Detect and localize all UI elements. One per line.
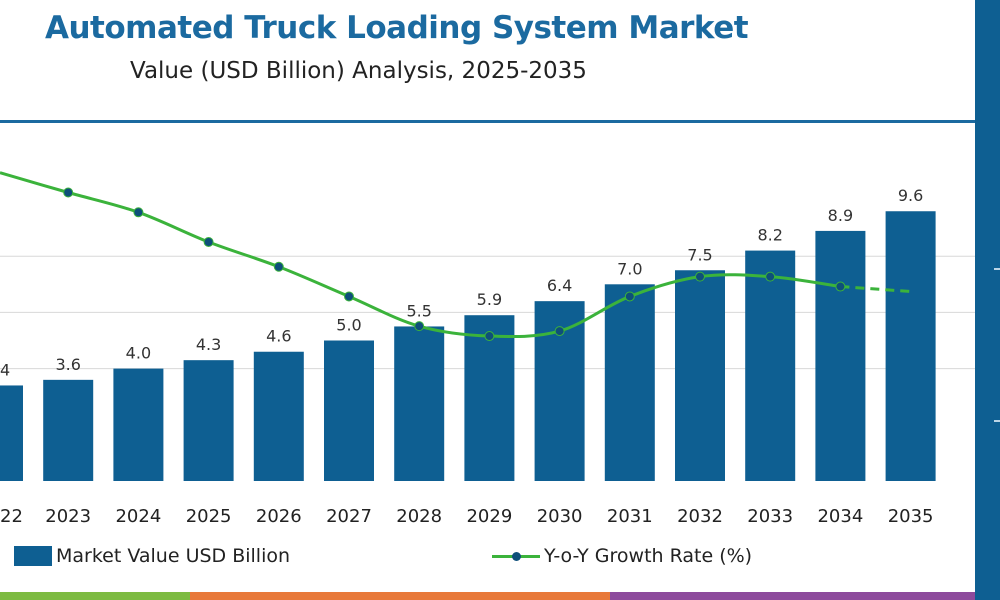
- x-tick-label: 2033: [747, 506, 793, 527]
- bar: [464, 315, 515, 481]
- growth-rate-point: [273, 261, 284, 272]
- bar: [675, 270, 725, 481]
- x-tick-label: 2035: [888, 506, 934, 527]
- bar: [43, 379, 94, 481]
- bar: [885, 211, 936, 482]
- x-tick-label: 2026: [256, 506, 302, 527]
- legend-item-market-value: Market Value USD Billion: [14, 543, 290, 569]
- x-tick-label: 22: [0, 506, 23, 527]
- bar-value-label: 8.2: [757, 226, 782, 245]
- bar-value-label: 5.0: [336, 316, 361, 335]
- growth-rate-point: [624, 291, 635, 302]
- growth-rate-point: [835, 281, 846, 292]
- x-tick-label: 2034: [817, 506, 863, 527]
- side-band-tick: [994, 420, 1000, 422]
- x-tick-label: 2025: [186, 506, 232, 527]
- bar: [394, 326, 445, 481]
- x-tick-label: 2024: [115, 506, 161, 527]
- x-tick-label: 2029: [466, 506, 512, 527]
- growth-rate-point: [484, 331, 495, 342]
- bar-value-label: 4.0: [126, 344, 151, 363]
- legend-item-growth-rate: Y-o-Y Growth Rate (%): [492, 543, 752, 569]
- chart-subtitle: Value (USD Billion) Analysis, 2025-2035: [130, 58, 587, 84]
- growth-rate-point: [765, 271, 776, 282]
- bar-value-label: 5.5: [406, 301, 431, 320]
- bar: [113, 368, 164, 481]
- chart-plot: 4 3.6 4.0 4.3 4.6 5.0 5.5 5.9 6.4 7.0 7.5 8.2 8.9 9.6…: [0, 171, 975, 527]
- bar-value-label: 9.6: [898, 186, 923, 205]
- legend-label-growth-rate: Y-o-Y Growth Rate (%): [544, 545, 753, 567]
- growth-rate-point: [554, 326, 565, 337]
- bar: [0, 385, 23, 481]
- growth-rate-point: [344, 291, 354, 302]
- growth-rate-point: [133, 207, 144, 218]
- legend-swatch-line: [492, 546, 540, 566]
- bar-value-label: 8.9: [828, 206, 853, 225]
- bar-value-label: 4.6: [266, 327, 291, 346]
- x-tick-label: 2027: [326, 506, 372, 527]
- legend-label-market-value: Market Value USD Billion: [56, 545, 291, 567]
- growth-rate-point: [414, 321, 425, 332]
- bar-value-label: 7.0: [617, 259, 642, 278]
- bar: [324, 340, 374, 481]
- legend-swatch-bar: [14, 546, 52, 566]
- x-tick-label: 2030: [537, 506, 583, 527]
- x-tick-label: 2028: [396, 506, 442, 527]
- decorative-side-band: [975, 0, 1000, 600]
- bar-value-label: 4.3: [196, 335, 221, 354]
- bottom-stripe-orange: [190, 592, 610, 600]
- x-tick-label: 2023: [45, 506, 91, 527]
- bar-value-label: 3.6: [55, 355, 80, 374]
- bar: [183, 360, 234, 481]
- bar: [815, 230, 866, 481]
- bar: [253, 351, 304, 481]
- chart-title: Automated Truck Loading System Market: [45, 10, 749, 46]
- bar: [745, 250, 796, 481]
- decorative-bottom-stripes: [0, 592, 975, 600]
- bar-value-label: 4: [0, 360, 10, 379]
- x-tick-label: 2031: [607, 506, 653, 527]
- bottom-stripe-green: [0, 592, 190, 600]
- growth-rate-point: [63, 187, 74, 198]
- bar-value-label: 6.4: [547, 276, 572, 295]
- bar-value-label: 7.5: [687, 245, 712, 264]
- header-divider: [0, 120, 975, 123]
- growth-rate-point: [695, 271, 705, 282]
- growth-rate-point: [203, 237, 214, 247]
- bar-value-label: 5.9: [477, 290, 502, 309]
- side-band-tick: [994, 268, 1000, 270]
- bottom-stripe-purple: [610, 592, 975, 600]
- x-tick-label: 2032: [677, 506, 723, 527]
- bar: [604, 284, 655, 481]
- growth-rate-line-projection: [840, 285, 911, 293]
